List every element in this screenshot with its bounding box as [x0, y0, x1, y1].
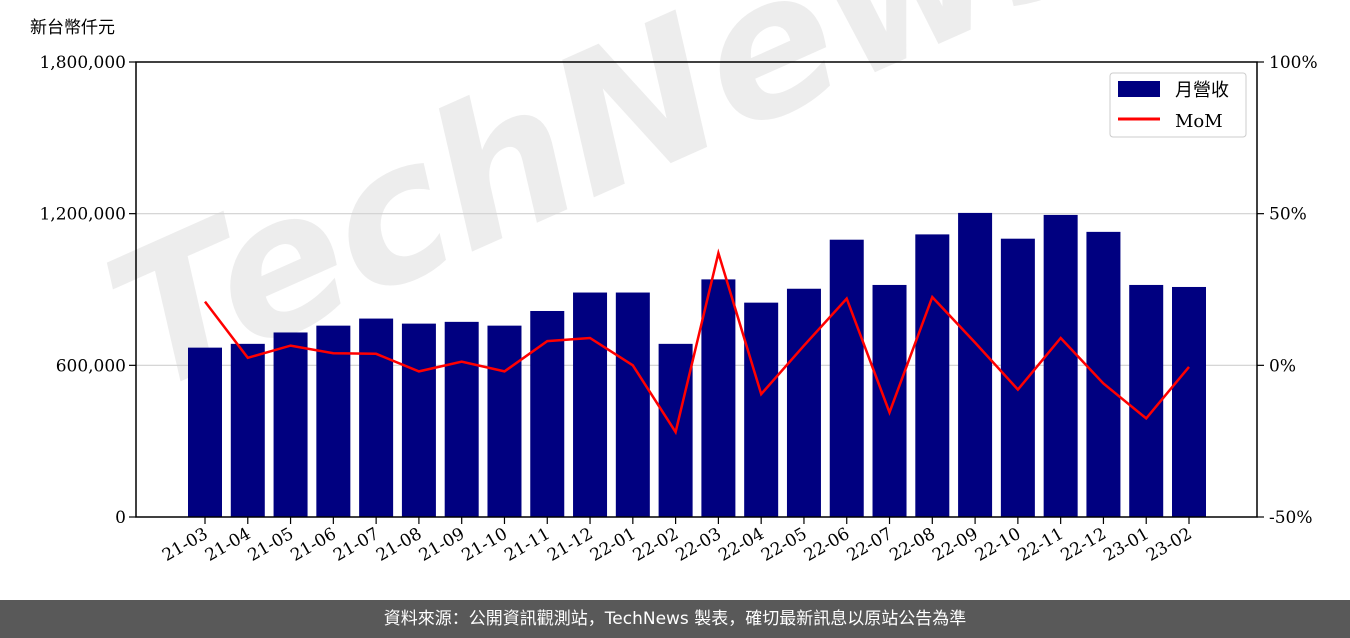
- mom-line: [204, 248, 1190, 436]
- bar: [359, 318, 394, 517]
- x-axis: 21-0321-0421-0521-0621-0721-0821-0921-10…: [159, 517, 1196, 566]
- bar: [444, 321, 479, 517]
- bar: [829, 239, 864, 518]
- legend-label-line: MoM: [1175, 111, 1223, 132]
- x-tick-label: 21-05: [245, 524, 297, 566]
- legend-swatch-bar: [1118, 81, 1160, 97]
- x-tick-label: 21-08: [373, 524, 425, 566]
- x-tick-label: 22-01: [587, 524, 639, 566]
- bar: [701, 279, 736, 517]
- bar: [786, 288, 821, 517]
- right-tick-label: -50%: [1269, 508, 1313, 528]
- plot-frame: [135, 61, 1258, 518]
- right-axis: -50% 0% 50% 100%: [1257, 53, 1318, 528]
- x-tick-label: 22-04: [715, 524, 767, 566]
- bar: [273, 332, 308, 517]
- bar: [188, 347, 222, 517]
- x-tick-label: 22-11: [1015, 524, 1067, 566]
- left-tick-label: 600,000: [56, 356, 126, 376]
- x-tick-label: 21-10: [459, 524, 511, 566]
- revenue-chart: TechNews 新台幣仟元 0600,0001,200,0001,800,00…: [30, 0, 1318, 566]
- x-tick-label: 22-12: [1057, 524, 1109, 566]
- bar: [958, 212, 993, 518]
- bar: [573, 292, 608, 517]
- left-tick-label: 1,800,000: [39, 53, 126, 73]
- source-footer: 資料來源：公開資訊觀測站，TechNews 製表，確切最新訊息以原站公告為準: [0, 600, 1350, 638]
- x-tick-label: 22-08: [886, 524, 938, 566]
- x-tick-label: 21-11: [501, 524, 553, 566]
- bar: [1086, 231, 1121, 517]
- x-tick-label: 22-03: [672, 524, 724, 566]
- right-tick-label: 50%: [1269, 205, 1307, 225]
- bar: [530, 310, 565, 517]
- x-tick-label: 23-02: [1143, 524, 1195, 566]
- legend: 月營收 MoM: [1109, 72, 1247, 138]
- x-tick-label: 22-09: [929, 524, 981, 566]
- bar: [744, 302, 779, 517]
- x-tick-label: 22-07: [844, 524, 896, 566]
- x-tick-label: 23-01: [1100, 524, 1152, 566]
- left-tick-label: 1,200,000: [39, 205, 126, 225]
- bar: [615, 292, 650, 517]
- bar: [1172, 286, 1206, 517]
- bar: [401, 323, 436, 517]
- left-axis: 0 600,000 1,200,000 1,800,000: [39, 53, 136, 528]
- legend-label-bar: 月營收: [1175, 80, 1229, 101]
- x-tick-label: 22-05: [758, 524, 810, 566]
- x-tick-label: 21-04: [202, 524, 254, 566]
- right-tick-label: 0%: [1269, 356, 1296, 376]
- bar: [230, 343, 265, 517]
- x-tick-label: 22-10: [972, 524, 1024, 566]
- x-tick-label: 21-06: [287, 524, 339, 566]
- bar: [487, 325, 522, 517]
- bar: [316, 325, 351, 517]
- bar: [1129, 284, 1164, 517]
- bar: [915, 234, 950, 517]
- left-axis-unit-label: 新台幣仟元: [30, 18, 115, 38]
- bar: [872, 284, 907, 517]
- x-tick-label: 22-02: [630, 524, 682, 566]
- x-tick-label: 21-03: [159, 524, 211, 566]
- bar-series: [188, 212, 1206, 518]
- right-tick-label: 100%: [1269, 53, 1318, 73]
- x-tick-label: 21-09: [416, 524, 468, 566]
- left-tick-label: 0: [115, 508, 126, 528]
- x-tick-label: 21-07: [330, 524, 382, 566]
- x-tick-label: 21-12: [544, 524, 596, 566]
- x-tick-label: 22-06: [801, 524, 853, 566]
- line-series: [204, 248, 1190, 436]
- bar: [1043, 214, 1078, 518]
- axes: [135, 61, 1258, 518]
